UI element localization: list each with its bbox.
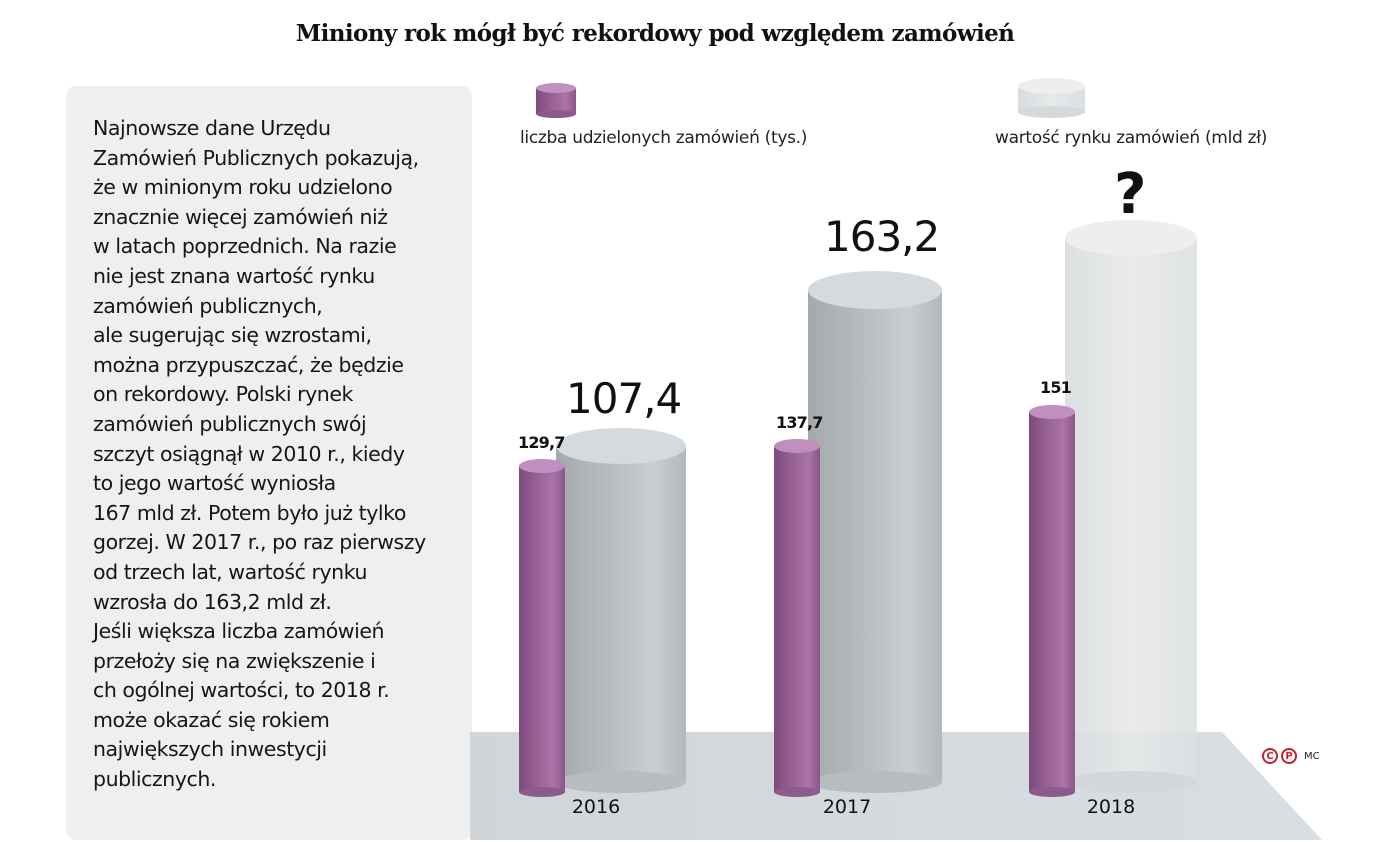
count-label-2018: 151 xyxy=(1040,378,1072,397)
legend-purple-cylinder-icon xyxy=(536,83,576,118)
bar-2017-count xyxy=(774,439,820,797)
bar-2017-value xyxy=(808,271,942,793)
description-text: Najnowsze dane Urzędu Zamówień Publiczny… xyxy=(93,116,426,792)
bar-2016-value xyxy=(556,428,686,793)
count-label-2016: 129,7 xyxy=(518,433,565,452)
credit: C P MC xyxy=(1262,748,1320,764)
year-label-2016: 2016 xyxy=(571,796,621,818)
legend-label-count: liczba udzielonych zamówień (tys.) xyxy=(520,128,808,148)
description-box: Najnowsze dane Urzędu Zamówień Publiczny… xyxy=(66,86,472,840)
phonogram-icon: P xyxy=(1281,748,1297,764)
chart-title: Miniony rok mógł być rekordowy pod wzglę… xyxy=(295,20,1015,47)
legend-gray-cylinder-icon xyxy=(1018,78,1085,118)
value-label-2018-unknown: ? xyxy=(1114,162,1147,227)
bar-2016-count xyxy=(519,459,565,797)
bar-2018-value xyxy=(1065,220,1197,793)
value-label-2016: 107,4 xyxy=(566,374,682,423)
bar-2018-count xyxy=(1029,405,1075,797)
year-label-2017: 2017 xyxy=(822,796,872,818)
legend-label-value: wartość rynku zamówień (mld zł) xyxy=(995,128,1268,148)
year-label-2018: 2018 xyxy=(1086,796,1136,818)
count-label-2017: 137,7 xyxy=(776,413,823,432)
author-initials: MC xyxy=(1304,750,1320,762)
value-label-2017: 163,2 xyxy=(824,212,940,261)
copyright-icon: C xyxy=(1262,748,1278,764)
